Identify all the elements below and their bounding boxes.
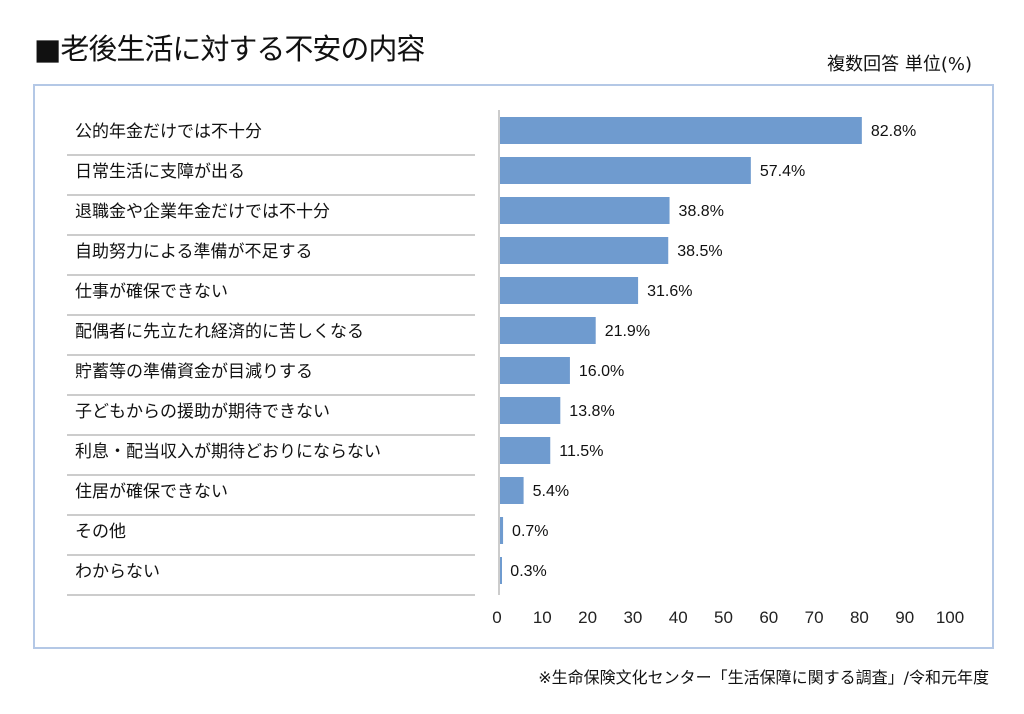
category-label: 住居が確保できない	[75, 482, 228, 502]
bar	[500, 277, 639, 304]
category-label: 子どもからの援助が期待できない	[75, 402, 330, 422]
data-label: 31.6%	[647, 283, 692, 300]
x-tick-label: 30	[623, 608, 642, 627]
category-label: 自助努力による準備が不足する	[75, 242, 313, 262]
data-label: 21.9%	[605, 323, 650, 340]
bar	[500, 117, 862, 144]
data-label: 57.4%	[760, 163, 805, 180]
data-label: 11.5%	[559, 443, 603, 460]
bar	[500, 397, 561, 424]
data-label: 38.8%	[679, 203, 724, 220]
category-label: 日常生活に支障が出る	[75, 162, 245, 182]
category-label: 利息・配当収入が期待どおりにならない	[75, 442, 381, 462]
data-label: 0.7%	[512, 523, 548, 540]
x-tick-label: 0	[492, 608, 501, 627]
data-label: 5.4%	[533, 483, 569, 500]
category-label: 公的年金だけでは不十分	[75, 122, 262, 142]
bar	[500, 557, 502, 584]
category-label: 配偶者に先立たれ経済的に苦しくなる	[75, 322, 364, 342]
category-label: 仕事が確保できない	[75, 282, 228, 302]
category-label: その他	[75, 522, 126, 542]
x-tick-label: 80	[850, 608, 869, 627]
bar	[500, 197, 670, 224]
x-tick-label: 40	[669, 608, 688, 627]
data-label: 0.3%	[510, 563, 546, 580]
x-tick-label: 20	[578, 608, 597, 627]
category-label: 退職金や企業年金だけでは不十分	[75, 202, 330, 222]
source-note: ※生命保険文化センター「生活保障に関する調査」/令和元年度	[538, 668, 989, 687]
bar	[500, 517, 504, 544]
bar	[500, 357, 570, 384]
bar	[500, 157, 751, 184]
category-label: わからない	[75, 562, 160, 582]
x-tick-label: 70	[805, 608, 824, 627]
x-tick-label: 10	[533, 608, 552, 627]
bar	[500, 437, 551, 464]
data-label: 16.0%	[579, 363, 624, 380]
bar	[500, 477, 524, 504]
x-tick-label: 50	[714, 608, 733, 627]
data-label: 38.5%	[677, 243, 722, 260]
data-label: 13.8%	[569, 403, 614, 420]
unit-note: 複数回答 単位(%)	[827, 54, 972, 75]
chart-frame	[33, 84, 994, 649]
bar	[500, 317, 596, 344]
x-tick-label: 90	[895, 608, 914, 627]
x-tick-label: 60	[759, 608, 778, 627]
chart-title: ■老後生活に対する不安の内容	[34, 32, 425, 66]
category-label: 貯蓄等の準備資金が目減りする	[75, 362, 313, 382]
x-tick-label: 100	[936, 608, 964, 627]
bar	[500, 237, 669, 264]
data-label: 82.8%	[871, 123, 916, 140]
